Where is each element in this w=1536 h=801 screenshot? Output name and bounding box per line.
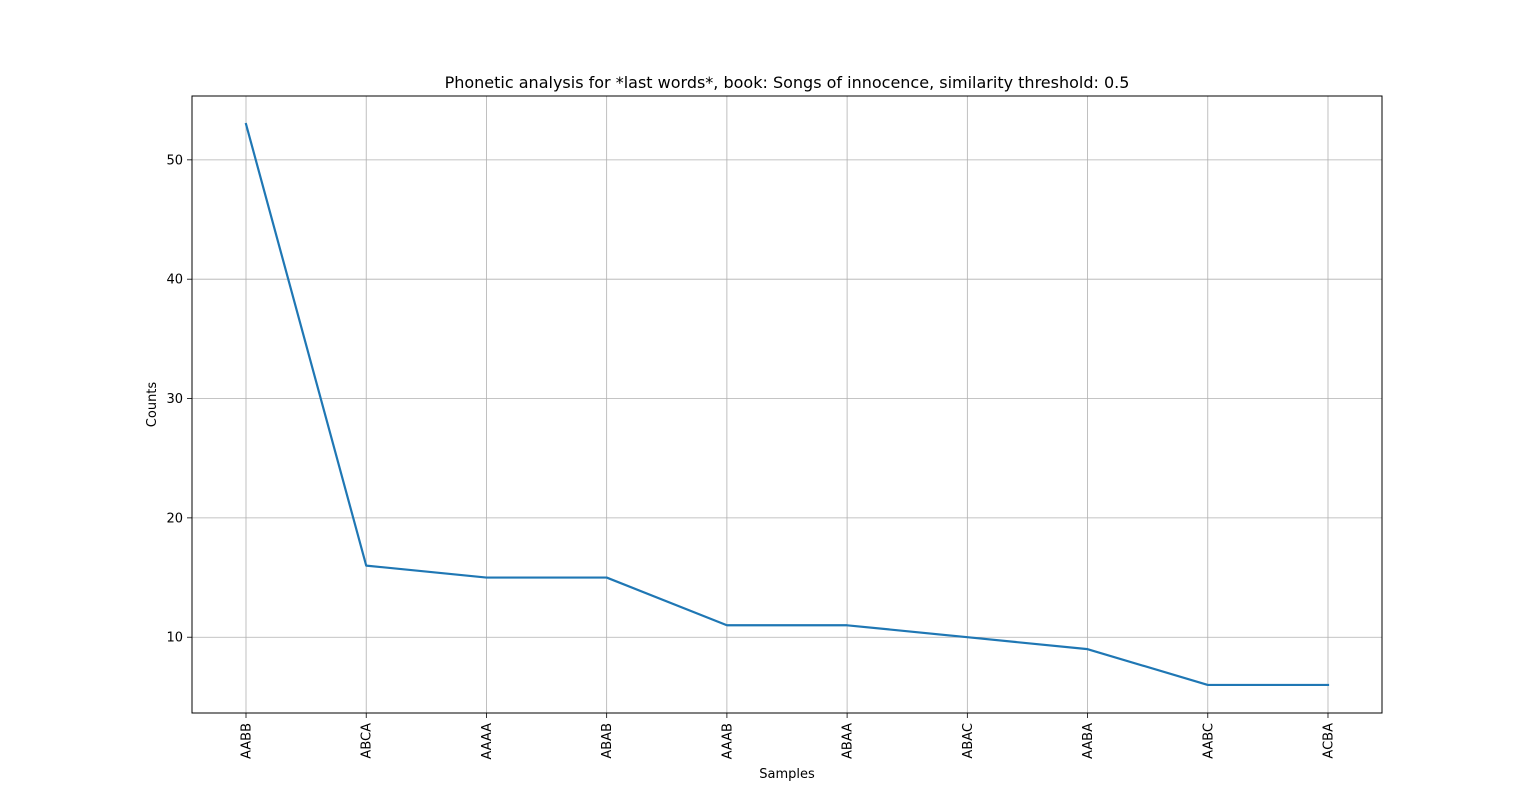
y-tick-label: 30: [166, 392, 183, 407]
series-line: [244, 122, 1330, 687]
axis-ticks: AABB ABCA AAAA ABAB AAAB ABAA ABAC AABA AABC ACBA…: [166, 153, 1336, 759]
x-tick-label: ABCA: [360, 723, 375, 759]
x-tick-label: AABC: [1201, 723, 1216, 759]
x-tick-label: AABB: [240, 723, 255, 759]
x-tick-label: ABAA: [841, 723, 856, 759]
x-tick-label: AABA: [1081, 723, 1096, 759]
y-axis-label: Counts: [145, 382, 160, 428]
x-tick-label: ABAC: [961, 723, 976, 759]
grid-lines: [192, 96, 1382, 713]
y-tick-label: 20: [166, 511, 183, 526]
x-tick-label: AAAA: [480, 723, 495, 760]
chart-title: Phonetic analysis for *last words*, book…: [445, 73, 1130, 92]
y-tick-label: 50: [166, 153, 183, 168]
plot-frame: [191, 95, 1383, 714]
y-tick-label: 10: [166, 631, 183, 646]
x-tick-label: ABAB: [600, 723, 615, 759]
y-tick-label: 40: [166, 273, 183, 288]
x-axis-label: Samples: [759, 767, 815, 782]
series-line-group: [244, 122, 1330, 687]
x-tick-label: AAAB: [720, 723, 735, 759]
x-tick-label: ACBA: [1322, 723, 1337, 759]
